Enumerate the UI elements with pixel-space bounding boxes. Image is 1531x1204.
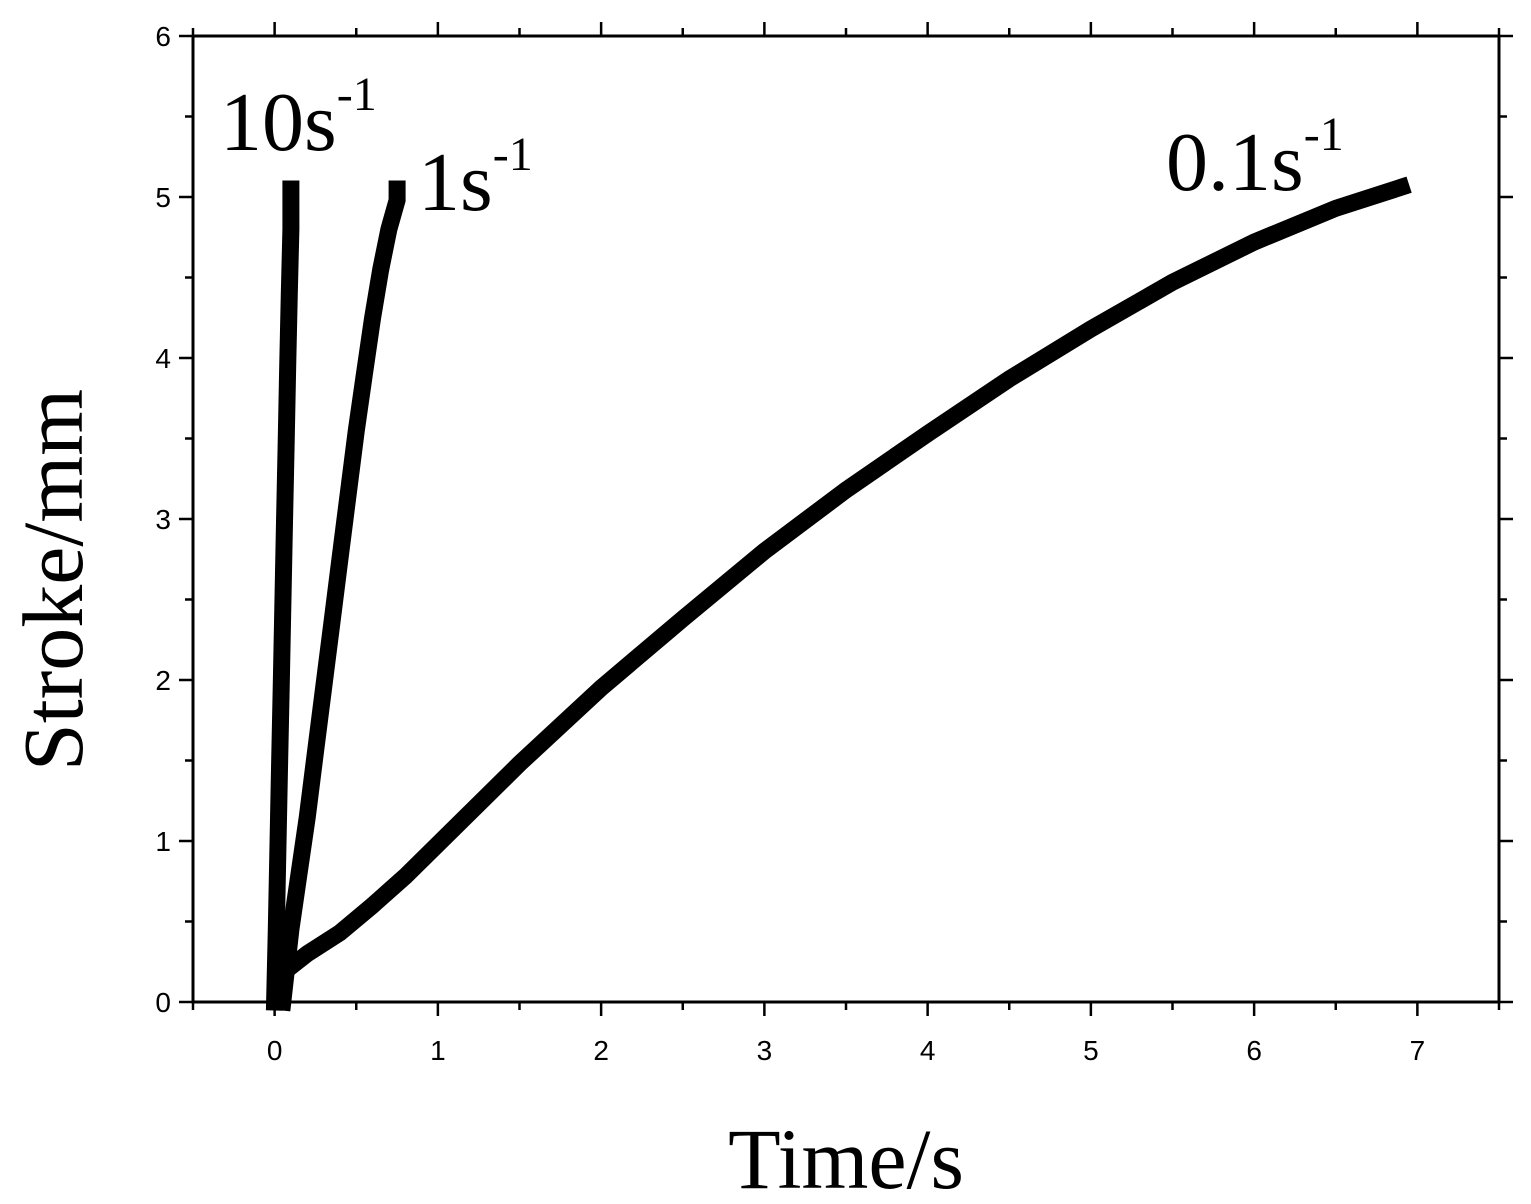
x-tick-label: 7 bbox=[1410, 1035, 1426, 1066]
x-tick-label: 0 bbox=[267, 1035, 283, 1066]
x-tick-label: 6 bbox=[1246, 1035, 1262, 1066]
x-tick-label: 5 bbox=[1083, 1035, 1099, 1066]
series-label-2: 1s-1 bbox=[418, 128, 533, 229]
y-tick-label: 1 bbox=[155, 826, 171, 857]
x-axis-title: Time/s bbox=[728, 1111, 964, 1204]
y-tick-label: 4 bbox=[155, 343, 171, 374]
y-tick-label: 6 bbox=[155, 21, 171, 52]
series-line-1 bbox=[265, 180, 300, 1011]
axis-tick-labels: 0 1 2 3 4 5 6 7 0 1 2 3 4 5 6 bbox=[155, 21, 1425, 1066]
series-lines bbox=[265, 176, 1412, 1012]
x-tick-label: 4 bbox=[920, 1035, 936, 1066]
series-labels: 10s-1 1s-1 0.1s-1 bbox=[220, 68, 1344, 229]
y-tick-label: 5 bbox=[155, 182, 171, 213]
y-axis-title: Stroke/mm bbox=[5, 389, 101, 771]
axis-ticks bbox=[179, 22, 1513, 1016]
series-label-3: 0.1s-1 bbox=[1166, 108, 1344, 209]
series-label-1: 10s-1 bbox=[220, 68, 377, 169]
y-tick-label: 2 bbox=[155, 665, 171, 696]
x-tick-label: 1 bbox=[430, 1035, 446, 1066]
series-line-3 bbox=[278, 176, 1412, 979]
x-tick-label: 3 bbox=[757, 1035, 773, 1066]
y-tick-label: 0 bbox=[155, 987, 171, 1018]
x-tick-label: 2 bbox=[593, 1035, 609, 1066]
series-line-2 bbox=[273, 180, 406, 1012]
y-tick-label: 3 bbox=[155, 504, 171, 535]
